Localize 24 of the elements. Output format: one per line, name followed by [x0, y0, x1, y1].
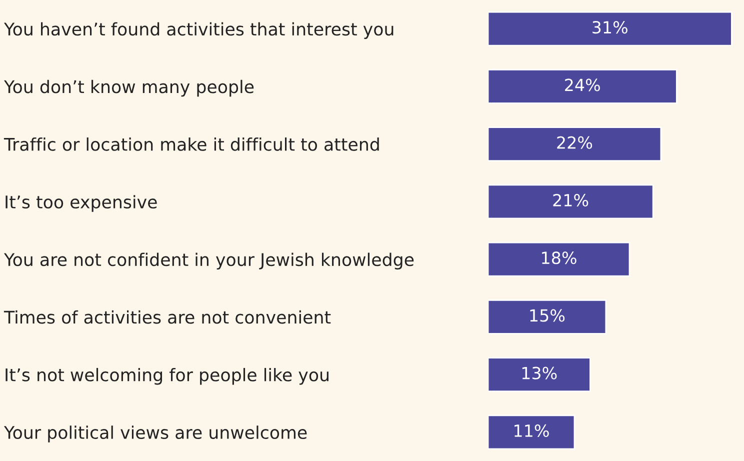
bar: [488, 184, 654, 220]
bar: [488, 11, 732, 46]
data-label: 24%: [565, 78, 600, 92]
y-tick-label: Your political views are unwelcome: [4, 426, 307, 442]
data-label: 22%: [557, 136, 592, 149]
data-label: 15%: [530, 309, 565, 322]
y-tick-label: Times of activities are not convenient: [4, 310, 331, 324]
bar: [488, 300, 607, 334]
bar: [488, 414, 576, 450]
y-tick-label: You are not confident in your Jewish knowledge: [4, 252, 414, 270]
bar: [488, 357, 591, 392]
data-label: 18%: [542, 252, 576, 264]
y-tick-label: You haven’t found activities that interest you: [4, 22, 394, 40]
data-label: 11%: [514, 424, 549, 438]
data-label: 21%: [553, 194, 588, 207]
y-tick-label: It’s not welcoming for people like you: [6, 368, 328, 385]
data-label: 13%: [522, 366, 557, 380]
y-tick-label: It’s too expensive: [6, 195, 157, 212]
bar: [488, 242, 630, 277]
bar: [488, 69, 678, 104]
y-tick-label: Traffic or location make it difficult to attend: [4, 137, 379, 151]
y-tick-label: You don’t know many people: [4, 80, 254, 97]
bar: [488, 126, 662, 162]
data-label: 31%: [592, 21, 628, 34]
